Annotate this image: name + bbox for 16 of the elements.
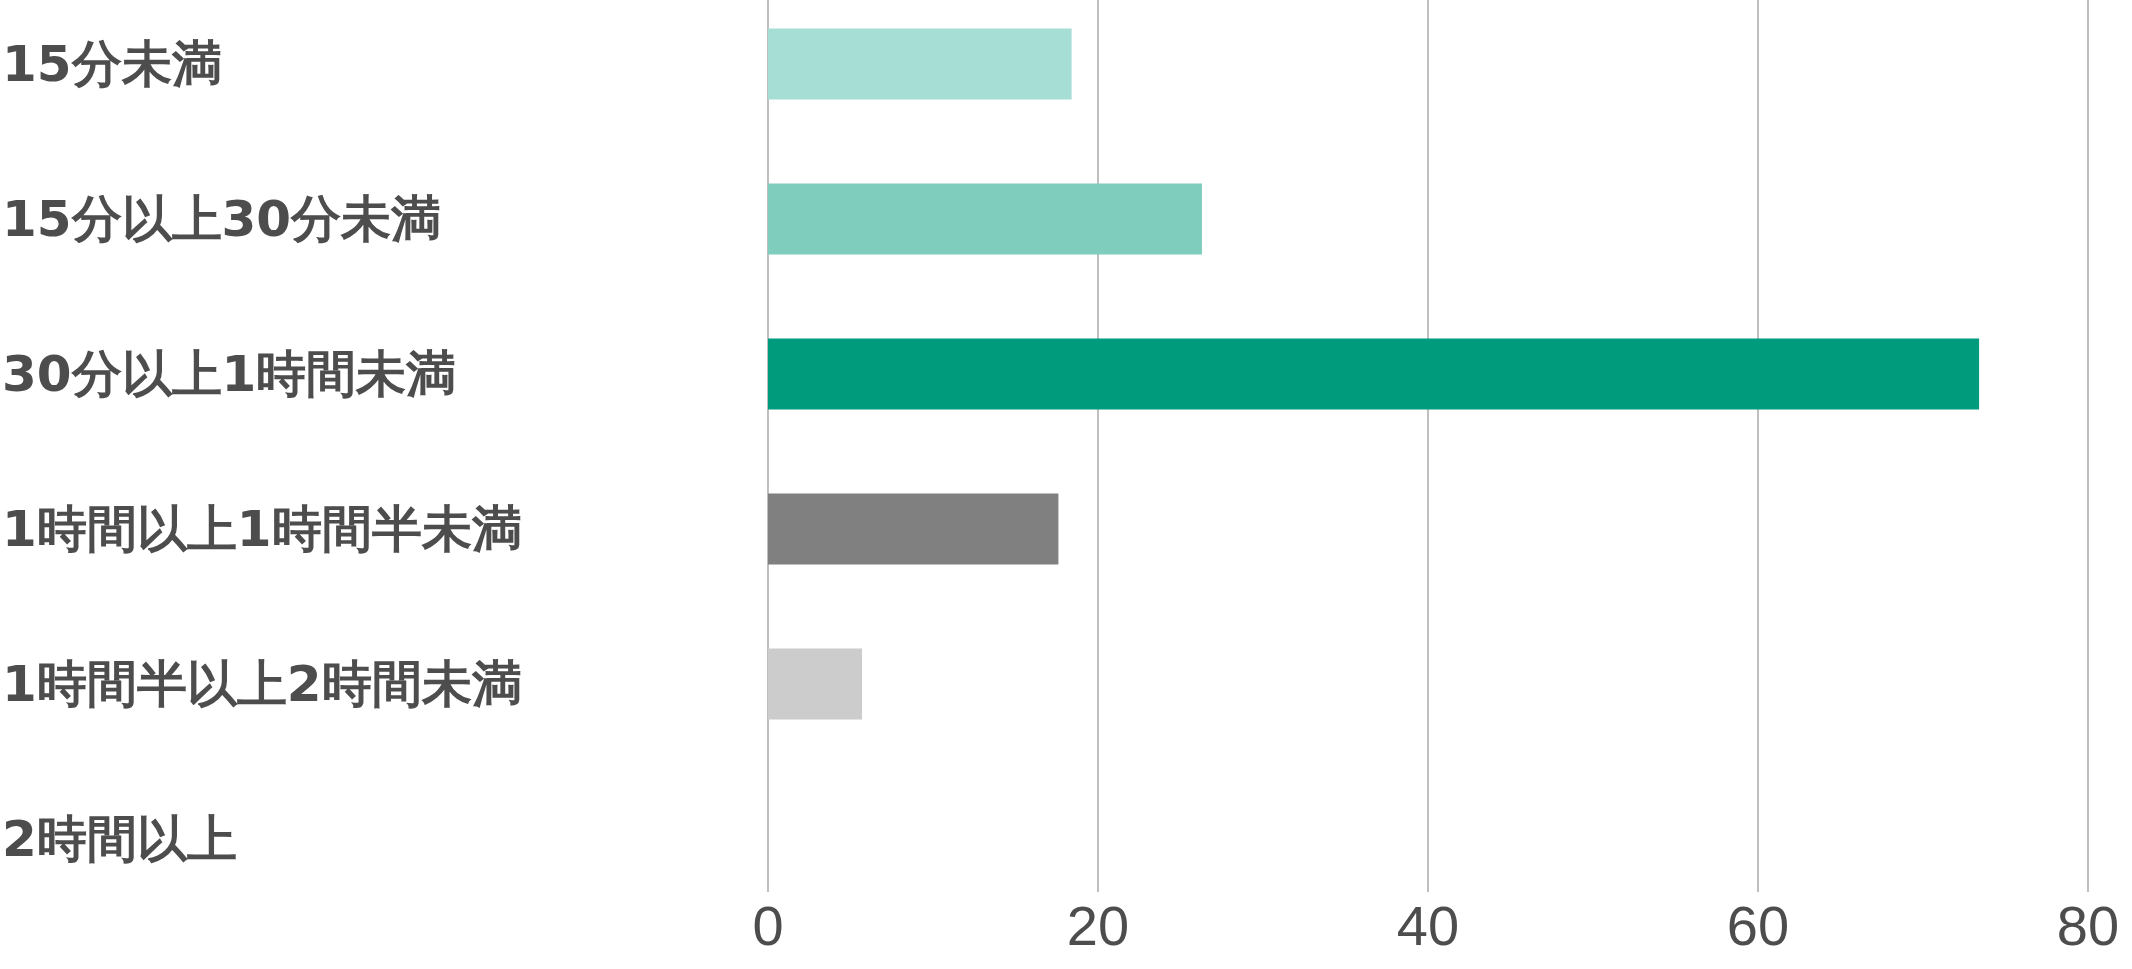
bar: [768, 28, 1072, 100]
y-tick-label: 15分未満: [2, 35, 222, 93]
bar: [768, 493, 1059, 565]
bar: [768, 648, 863, 720]
y-tick-label: 1時間以上1時間半未満: [2, 500, 522, 558]
bar: [768, 338, 1980, 410]
y-tick-label: 30分以上1時間未満: [2, 345, 457, 403]
x-tick-label: 0: [752, 894, 784, 957]
y-tick-label: 15分以上30分未満: [2, 190, 442, 248]
x-tick-label: 40: [1396, 894, 1460, 957]
x-tick-label: 80: [2056, 894, 2120, 957]
bar: [768, 183, 1202, 255]
x-tick-label: 20: [1066, 894, 1130, 957]
y-tick-label: 1時間半以上2時間未満: [2, 655, 522, 713]
y-tick-label: 2時間以上: [2, 810, 237, 868]
x-tick-label: 60: [1726, 894, 1790, 957]
